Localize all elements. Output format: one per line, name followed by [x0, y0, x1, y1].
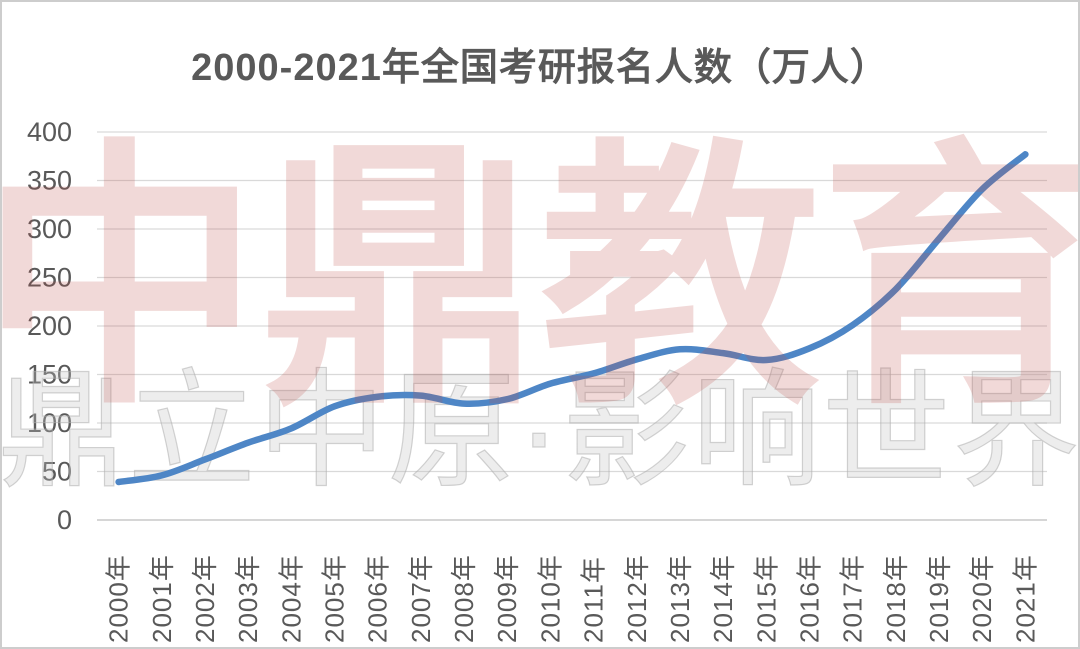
x-axis-label: 2012年 [622, 554, 652, 643]
chart-title: 2000-2021年全国考研报名人数（万人） [191, 47, 889, 89]
x-axis-label: 2018年 [881, 554, 911, 643]
x-axis-label: 2020年 [967, 554, 997, 643]
x-axis-label: 2010年 [535, 554, 565, 643]
x-axis-label: 2004年 [276, 554, 306, 643]
x-axis-label: 2003年 [233, 554, 263, 643]
y-axis-label: 350 [27, 166, 72, 196]
x-axis-label: 2013年 [665, 554, 695, 643]
x-axis-label: 2000年 [104, 554, 134, 643]
x-axis-label: 2011年 [579, 556, 609, 643]
x-axis-label: 2002年 [190, 554, 220, 643]
data-line [115, 151, 1029, 486]
x-axis-label: 2006年 [363, 554, 393, 643]
y-axis-label: 0 [57, 505, 72, 535]
y-axis-label: 400 [27, 117, 72, 147]
x-axis-label: 2009年 [492, 554, 522, 643]
x-axis-label: 2001年 [147, 554, 177, 643]
x-axis-label: 2017年 [838, 554, 868, 643]
watermark-primary-text: 中鼎教育 [0, 124, 1080, 436]
x-axis-label: 2016年 [795, 554, 825, 643]
y-axis-label: 200 [27, 311, 72, 341]
y-axis-label: 250 [27, 263, 72, 293]
y-axis-label: 100 [27, 408, 72, 438]
x-axis-label: 2021年 [1010, 554, 1040, 643]
x-axis-label: 2014年 [708, 554, 738, 643]
x-axis-label: 2019年 [924, 554, 954, 643]
x-axis-label: 2005年 [320, 554, 350, 643]
x-axis-label: 2015年 [751, 554, 781, 643]
y-axis-label: 150 [27, 360, 72, 390]
x-axis-label: 2007年 [406, 554, 436, 643]
x-axis-label: 2008年 [449, 554, 479, 643]
y-axis-label: 300 [27, 214, 72, 244]
y-axis-label: 50 [42, 457, 72, 487]
